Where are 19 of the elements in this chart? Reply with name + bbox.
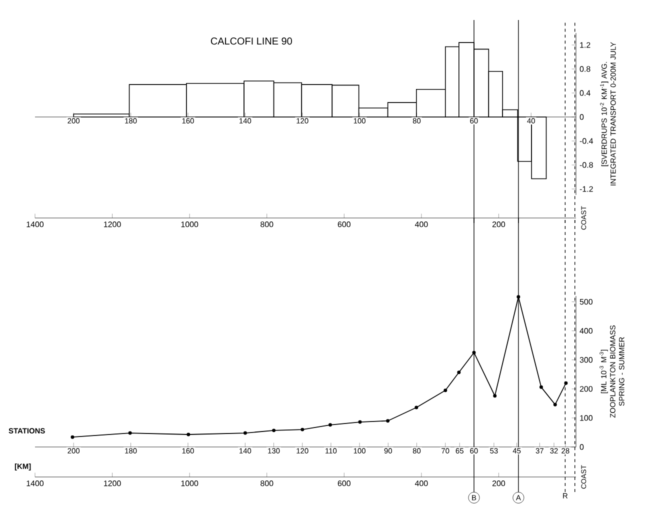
point xyxy=(516,295,520,299)
point xyxy=(539,385,543,389)
point xyxy=(70,435,74,439)
point xyxy=(243,431,247,435)
point xyxy=(444,388,448,392)
point xyxy=(272,428,276,432)
point xyxy=(493,394,497,398)
point xyxy=(300,428,304,432)
point xyxy=(553,402,557,406)
point xyxy=(128,431,132,435)
point xyxy=(358,420,362,424)
point xyxy=(564,381,568,385)
point xyxy=(186,432,190,436)
point xyxy=(472,350,476,354)
point xyxy=(386,419,390,423)
point xyxy=(328,423,332,427)
point xyxy=(457,370,461,374)
point xyxy=(414,406,418,410)
chart-title: CALCOFI LINE 90 xyxy=(210,38,292,45)
